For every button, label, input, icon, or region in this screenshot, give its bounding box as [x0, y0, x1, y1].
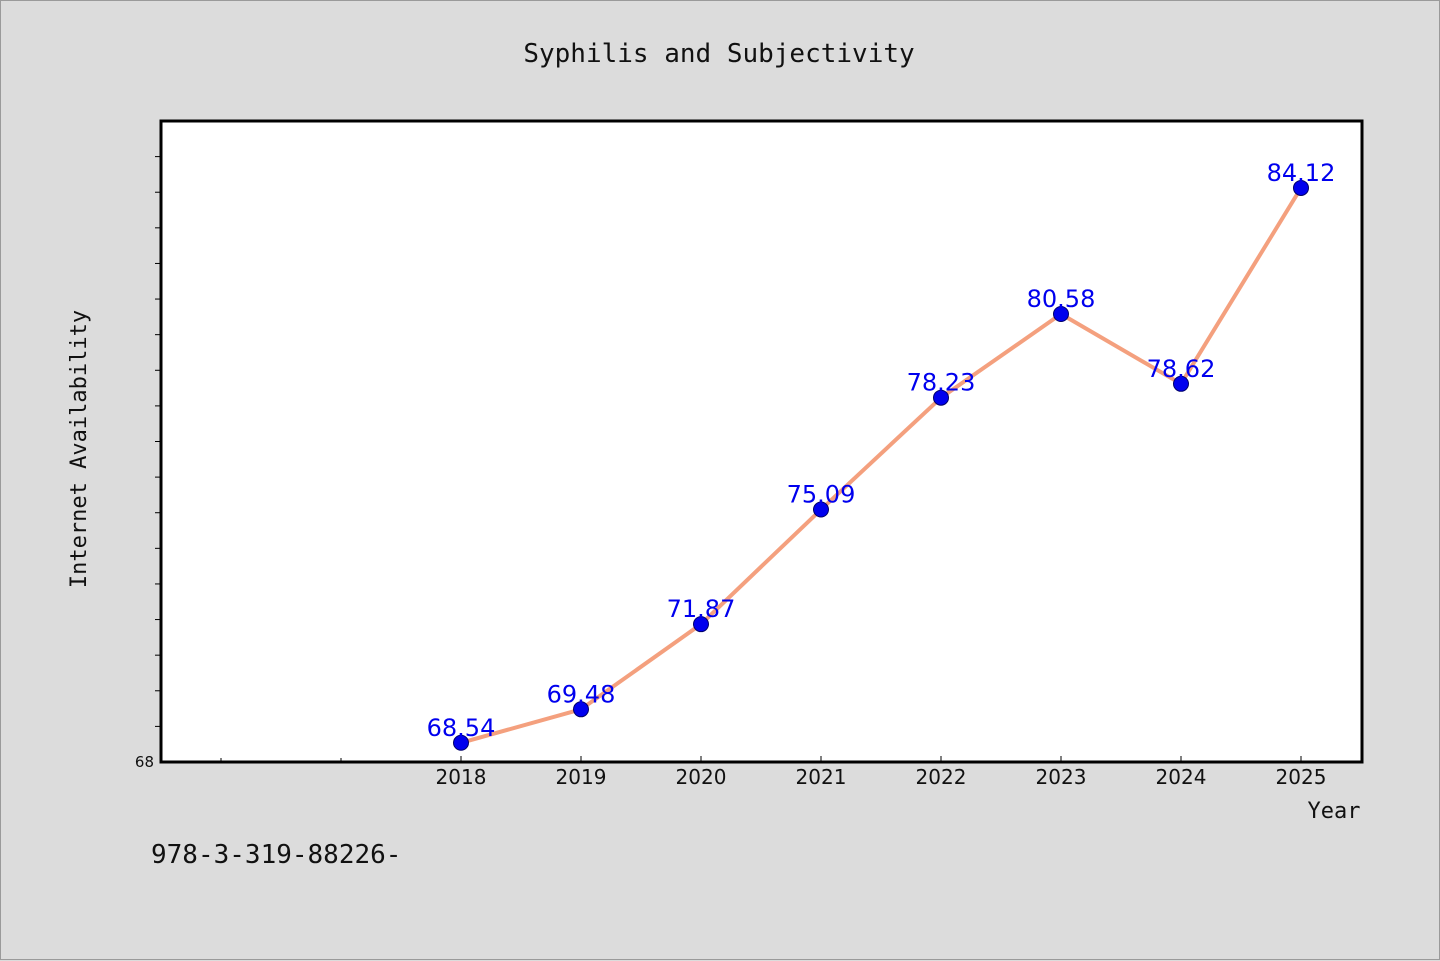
chart-title: Syphilis and Subjectivity: [523, 39, 914, 69]
data-label: 78.62: [1147, 355, 1216, 383]
data-point: [1053, 306, 1069, 323]
data-label: 78.23: [907, 369, 976, 397]
data-point: [693, 616, 709, 633]
x-tick-label: 2022: [916, 765, 967, 789]
data-point: [573, 701, 589, 718]
x-tick-label: 2018: [436, 765, 487, 789]
data-label: 80.58: [1027, 285, 1096, 313]
plot-area: [159, 119, 1364, 764]
data-point: [813, 501, 829, 518]
data-label: 84.12: [1267, 159, 1336, 187]
data-label: 71.87: [667, 595, 736, 623]
data-label: 75.09: [787, 481, 856, 509]
data-point: [1293, 179, 1309, 196]
series-line: [460, 186, 1303, 745]
x-axis-ticks: 2018 2019 2020 2021 2022 2023 2024 2025: [220, 756, 1327, 789]
x-axis-label: Year: [1308, 799, 1361, 824]
y-axis-label: Internet Availability: [67, 310, 92, 588]
series-layer: 68.54 69.48 71.87 75.09 78.23 80.58 78.62 84.12: [427, 159, 1336, 751]
y-axis-ticks: [155, 156, 161, 727]
x-tick-label: 2020: [676, 765, 727, 789]
data-point: [933, 389, 949, 406]
x-tick-label: 2023: [1036, 765, 1087, 789]
x-tick-label: 2024: [1156, 765, 1207, 789]
data-point: [453, 734, 469, 751]
data-label: 69.48: [547, 680, 616, 708]
x-tick-label: 2025: [1276, 765, 1327, 789]
x-tick-label: 2021: [796, 765, 847, 789]
data-point: [1173, 375, 1189, 392]
data-label: 68.54: [427, 714, 496, 742]
footnote-text: 978-3-319-88226-: [151, 840, 401, 870]
x-tick-label: 2019: [556, 765, 607, 789]
y-tick-label: 68: [135, 753, 154, 771]
